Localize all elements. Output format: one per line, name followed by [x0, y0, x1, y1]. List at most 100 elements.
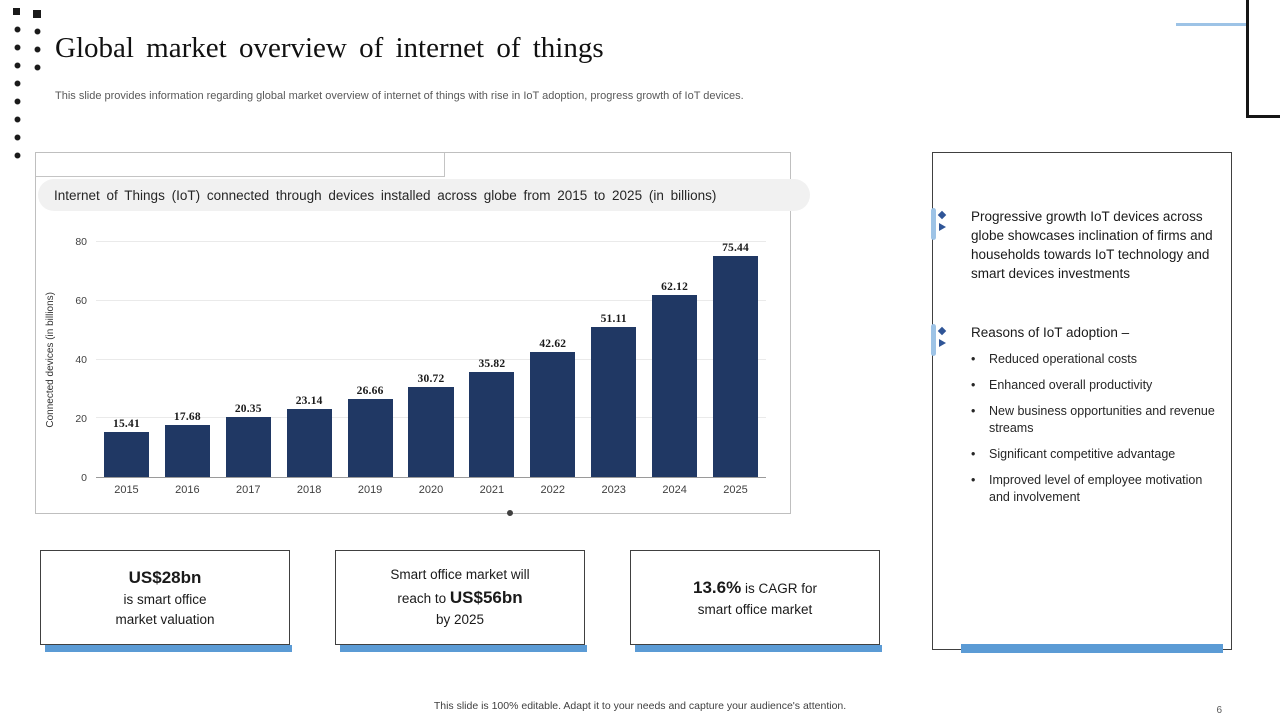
- bullet-marker-icon: [925, 208, 947, 242]
- x-tick-label: 2022: [540, 484, 566, 496]
- panel-section: Reasons of IoT adoption – • Reduced operat…: [931, 323, 1215, 506]
- bar-slot: 20.35: [218, 242, 279, 477]
- chart-panel-corner-decoration: [36, 153, 445, 177]
- page-subtitle: This slide provides information regardin…: [55, 90, 744, 102]
- y-tick-label: 20: [75, 413, 87, 425]
- bar-slot: 35.82: [461, 242, 522, 477]
- bar-slot: 15.41: [96, 242, 157, 477]
- panel-section-text: Progressive growth IoT devices across gl…: [971, 209, 1213, 281]
- bar-value-label: 62.12: [661, 280, 689, 293]
- chart-gridline: [96, 358, 766, 360]
- stat-text-segment: reach to: [397, 590, 450, 606]
- right-panel: Progressive growth IoT devices across gl…: [931, 152, 1232, 653]
- bar-value-label: 35.82: [478, 357, 506, 370]
- bar-value-label: 26.66: [356, 384, 384, 397]
- x-tick-label: 2017: [236, 484, 261, 496]
- chart-bar: [286, 409, 332, 477]
- x-tick-label: 2016: [175, 484, 200, 496]
- stat-line: US$28bn: [80, 565, 250, 591]
- chart-y-ticks: 0 20 40 60 80: [62, 236, 90, 484]
- x-tick-label: 2019: [357, 484, 383, 496]
- stat-box-text: US$28bn is smart office market valuation: [80, 565, 250, 631]
- chart-bar: [164, 425, 210, 477]
- bar-slot: 17.68: [157, 242, 218, 477]
- chart-bar: [103, 431, 149, 477]
- panel-bullet-text: Enhanced overall productivity: [989, 378, 1153, 392]
- bar-slot: 30.72: [401, 242, 462, 477]
- stat-line: reach to US$56bn: [353, 585, 568, 611]
- x-tick-label: 2015: [114, 484, 139, 496]
- chart-bar: [712, 256, 759, 477]
- page-title: Global market overview of internet of th…: [55, 32, 604, 64]
- stat-box: US$28bn is smart office market valuation: [40, 550, 292, 652]
- bar-value-label: 30.72: [417, 372, 445, 385]
- stat-line: Smart office market will: [353, 565, 568, 585]
- stat-line: market valuation: [80, 610, 250, 630]
- bullet-dot-icon: •: [971, 404, 976, 418]
- chart-x-labels: 2015 2016 2017 2018 2019 2020 2021 2022 2023 2024…: [96, 484, 766, 496]
- bar-slot: 42.62: [522, 242, 583, 477]
- marker-bar-icon: [931, 324, 936, 356]
- stat-line: is smart office: [80, 590, 250, 610]
- chart-bar: [591, 326, 637, 477]
- right-panel-sections: Progressive growth IoT devices across gl…: [931, 207, 1231, 506]
- panel-bullet-text: Significant competitive advantage: [989, 447, 1176, 461]
- page-number: 6: [1216, 705, 1222, 716]
- marker-triangle-icon: [939, 223, 946, 231]
- bar-slot: 26.66: [340, 242, 401, 477]
- stat-box: Smart office market will reach to US$56bn…: [335, 550, 587, 652]
- y-tick-label: 40: [75, 354, 87, 366]
- bullet-dot-icon: •: [971, 378, 976, 392]
- bullet-dot-icon: •: [971, 447, 976, 461]
- x-tick-label: 2018: [296, 484, 322, 496]
- panel-section: Progressive growth IoT devices across gl…: [931, 207, 1215, 283]
- panel-bullet-list: • Reduced operational costs • Enhanced over…: [971, 351, 1215, 506]
- stat-text-segment: smart office market: [697, 602, 813, 618]
- bullet-dot-icon: •: [971, 352, 976, 366]
- bar-value-label: 75.44: [722, 242, 749, 254]
- stat-text-segment: US$56bn: [449, 587, 523, 607]
- bar-value-label: 42.62: [539, 337, 567, 350]
- y-tick-label: 60: [75, 295, 87, 307]
- chart-gridline: [96, 241, 766, 242]
- bar-slot: 75.44: [705, 242, 766, 477]
- stat-box: 13.6% is CAGR for smart office market: [630, 550, 882, 652]
- marker-bar-icon: [931, 208, 936, 240]
- stat-text-segment: by 2025: [435, 612, 485, 628]
- square-decoration: [13, 8, 20, 15]
- stat-box-text: 13.6% is CAGR for smart office market: [648, 575, 863, 621]
- bar-value-label: 17.68: [173, 411, 201, 424]
- stat-box-text: Smart office market will reach to US$56bn…: [353, 565, 568, 631]
- chart-bar: [225, 417, 271, 477]
- chart-bar: [408, 386, 454, 477]
- marker-diamond-icon: [937, 210, 947, 220]
- marker-triangle-icon: [939, 339, 946, 347]
- chart-panel: Internet of Things (IoT) connected throu…: [35, 152, 810, 516]
- chart-y-axis-label-text: Connected devices (in billions): [44, 292, 56, 428]
- x-tick-label: 2023: [601, 484, 626, 496]
- bar-value-label: 20.35: [234, 403, 262, 416]
- stat-line: 13.6% is CAGR for: [648, 575, 863, 601]
- stat-line: by 2025: [353, 610, 568, 630]
- stat-text-segment: is smart office: [123, 592, 207, 607]
- bar-slot: 62.12: [644, 242, 705, 477]
- chart-title: Internet of Things (IoT) connected throu…: [38, 179, 810, 211]
- x-tick-label: 2020: [418, 484, 444, 496]
- stat-text-segment: is CAGR for: [741, 580, 817, 596]
- stat-text-segment: market valuation: [115, 612, 215, 628]
- panel-bullet-item: • Enhanced overall productivity: [971, 377, 1215, 394]
- top-right-line-decoration: [1176, 23, 1248, 26]
- stat-text-segment: US$28bn: [128, 567, 202, 587]
- chart-bars: 15.41 17.68 20.35 23.14 26.66 30.72 35.82 42.62…: [96, 242, 766, 477]
- chart-bar: [469, 371, 515, 477]
- stat-text-segment: Smart office market will: [390, 566, 530, 582]
- y-tick-label: 0: [81, 472, 87, 484]
- bullet-dot-icon: •: [971, 473, 976, 487]
- footer-note: This slide is 100% editable. Adapt it to…: [433, 700, 847, 712]
- panel-section-text: Reasons of IoT adoption –: [971, 325, 1130, 340]
- top-right-line-decoration: [1246, 115, 1280, 118]
- bar-slot: 51.11: [583, 242, 644, 477]
- top-right-line-decoration: [1246, 0, 1249, 118]
- x-tick-label: 2024: [662, 484, 687, 496]
- stat-line: smart office market: [648, 600, 863, 620]
